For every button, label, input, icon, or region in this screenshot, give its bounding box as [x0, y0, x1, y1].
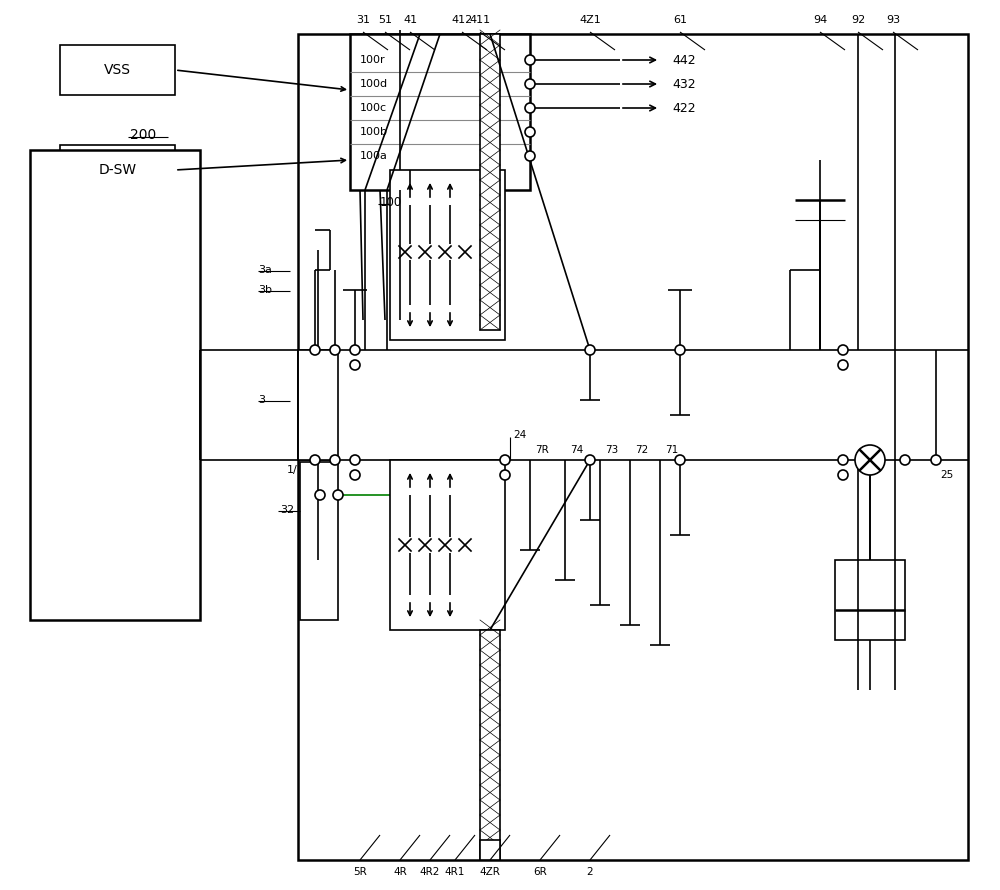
Text: 41: 41 [403, 15, 417, 25]
Bar [480, 840, 500, 860]
Circle shape [350, 345, 360, 355]
Text: 100c: 100c [360, 103, 387, 113]
Text: 5R: 5R [353, 867, 367, 877]
Text: 4R: 4R [393, 867, 407, 877]
Circle shape [525, 103, 535, 113]
Circle shape [330, 455, 340, 465]
Circle shape [525, 55, 535, 65]
Circle shape [500, 470, 510, 480]
Bar [480, 630, 500, 860]
Text: 411: 411 [469, 15, 491, 25]
Circle shape [838, 470, 848, 480]
Circle shape [900, 455, 910, 465]
Text: 100r: 100r [360, 55, 386, 65]
Circle shape [838, 345, 848, 355]
Text: 442: 442 [672, 53, 696, 67]
Text: 61: 61 [673, 15, 687, 25]
Text: 3a: 3a [258, 265, 272, 275]
Text: 7R: 7R [535, 445, 549, 455]
Circle shape [585, 345, 595, 355]
Circle shape [675, 455, 685, 465]
Text: 422: 422 [672, 101, 696, 115]
Bar [298, 34, 968, 860]
Text: 100d: 100d [360, 79, 388, 89]
Circle shape [350, 455, 360, 465]
Text: 6R: 6R [533, 867, 547, 877]
Circle shape [315, 490, 325, 500]
Text: 72: 72 [635, 445, 648, 455]
Circle shape [931, 455, 941, 465]
Text: 3b: 3b [258, 285, 272, 295]
Text: 412: 412 [451, 15, 473, 25]
Text: 4R1: 4R1 [445, 867, 465, 877]
Text: 24: 24 [513, 430, 527, 440]
Bar [350, 34, 530, 190]
Circle shape [330, 345, 340, 355]
Text: 432: 432 [672, 77, 696, 91]
Text: 4ZR: 4ZR [480, 867, 500, 877]
Text: 92: 92 [851, 15, 865, 25]
Circle shape [585, 455, 595, 465]
Bar [298, 350, 338, 460]
Circle shape [855, 445, 885, 475]
Circle shape [525, 79, 535, 89]
Text: 100b: 100b [360, 127, 388, 137]
Bar [30, 150, 200, 620]
Bar [60, 45, 175, 95]
Text: 2: 2 [587, 867, 593, 877]
Bar [480, 34, 500, 330]
Text: VSS: VSS [104, 63, 131, 77]
Bar [835, 560, 905, 640]
Text: 32: 32 [280, 505, 294, 515]
Bar [390, 170, 505, 340]
Circle shape [838, 455, 848, 465]
Bar [300, 462, 338, 620]
Circle shape [500, 455, 510, 465]
Text: 4R2: 4R2 [420, 867, 440, 877]
Text: D-SW: D-SW [98, 163, 137, 177]
Text: 51: 51 [378, 15, 392, 25]
Circle shape [350, 470, 360, 480]
Text: 71: 71 [665, 445, 678, 455]
Text: 31: 31 [356, 15, 370, 25]
Circle shape [333, 490, 343, 500]
Text: 74: 74 [570, 445, 583, 455]
Text: 4Z1: 4Z1 [579, 15, 601, 25]
Text: 100: 100 [380, 196, 402, 208]
Bar [60, 145, 175, 195]
Circle shape [525, 151, 535, 161]
Circle shape [838, 360, 848, 370]
Text: 3: 3 [258, 395, 265, 405]
Text: 94: 94 [813, 15, 827, 25]
Text: 100a: 100a [360, 151, 388, 161]
Text: 1/: 1/ [287, 465, 298, 475]
Circle shape [310, 455, 320, 465]
Text: 93: 93 [886, 15, 900, 25]
Bar [390, 460, 505, 630]
Text: 25: 25 [940, 470, 953, 480]
Circle shape [350, 360, 360, 370]
Circle shape [310, 345, 320, 355]
Text: 73: 73 [605, 445, 618, 455]
Circle shape [525, 127, 535, 137]
Text: 200: 200 [130, 128, 156, 142]
Circle shape [675, 345, 685, 355]
